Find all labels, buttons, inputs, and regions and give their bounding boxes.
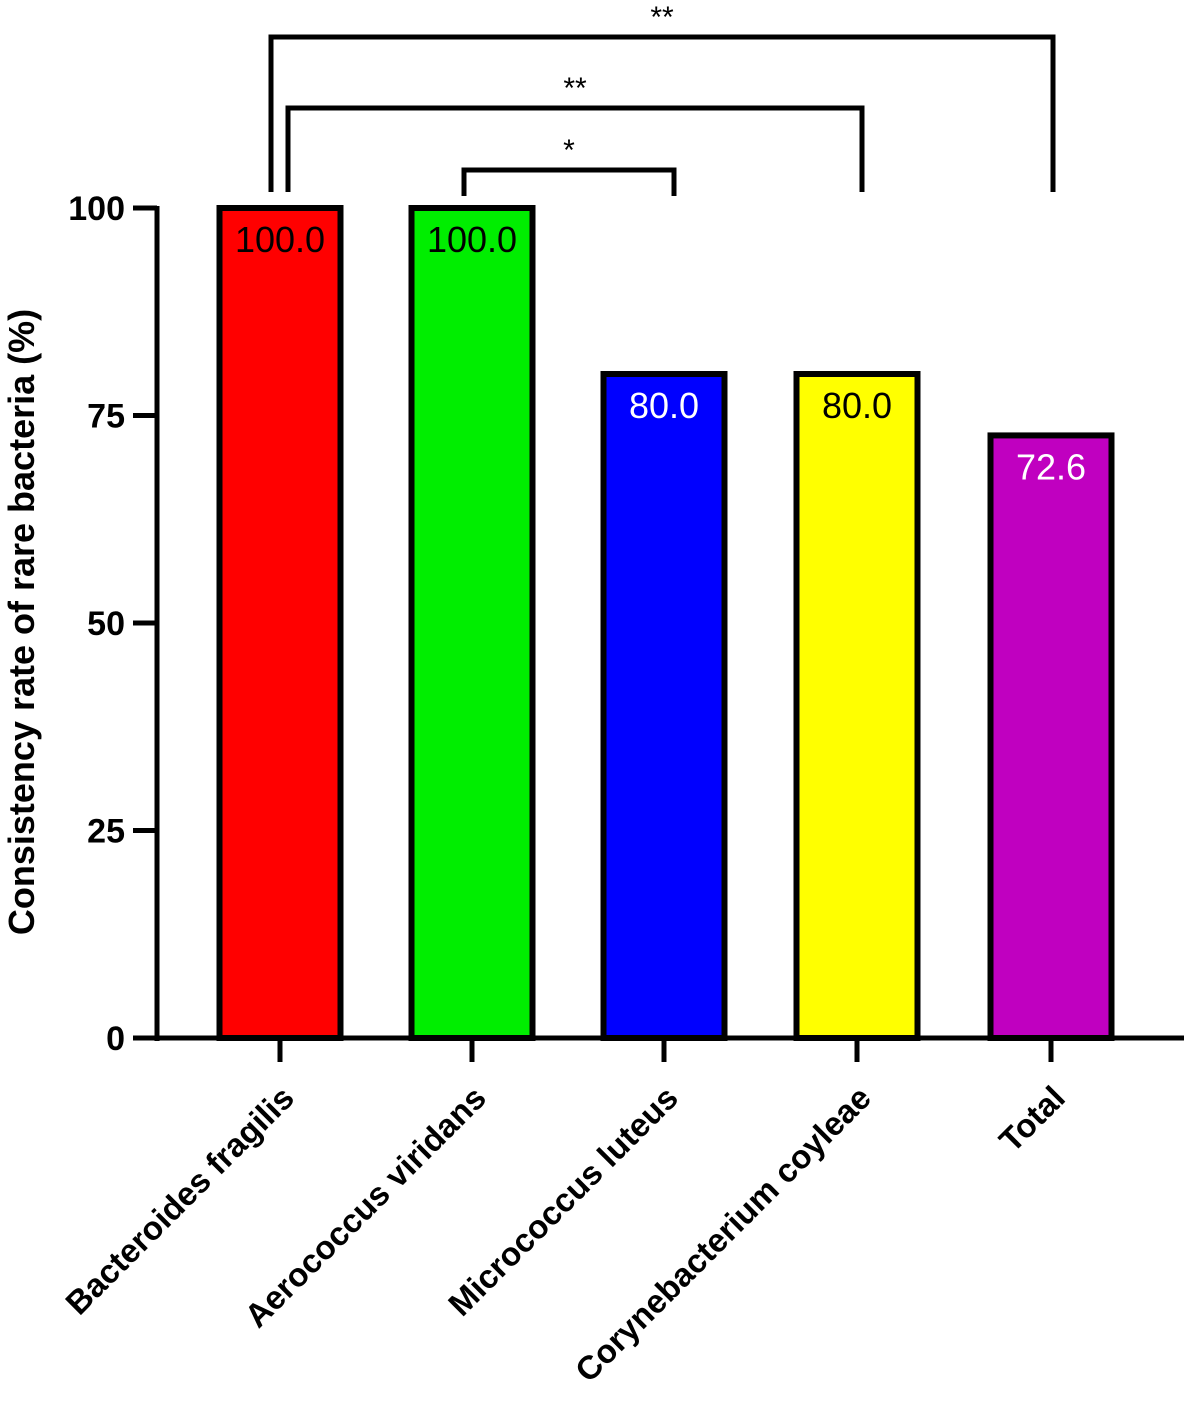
significance-brackets: ***** xyxy=(268,1,1056,196)
bar xyxy=(216,205,344,1041)
bar-value-label: 80.0 xyxy=(822,385,892,426)
bar-value-label: 100.0 xyxy=(235,219,325,260)
significance-bracket xyxy=(268,34,1056,192)
bar-value-label: 80.0 xyxy=(629,385,699,426)
x-tick-label: Total xyxy=(992,1079,1072,1159)
significance-marker: ** xyxy=(563,72,587,105)
bar xyxy=(793,371,921,1041)
significance-bracket xyxy=(461,167,677,196)
significance-marker: ** xyxy=(650,1,674,34)
y-tick-label: 100 xyxy=(68,190,125,228)
y-axis-label: Consistency rate of rare bacteria (%) xyxy=(1,309,42,935)
y-tick-label: 0 xyxy=(106,1020,125,1058)
bar-value-label: 72.6 xyxy=(1016,446,1086,487)
y-axis: 0 25 50 75 100 xyxy=(68,190,160,1058)
y-tick-label: 25 xyxy=(87,813,125,851)
y-tick-label: 75 xyxy=(87,398,125,436)
significance-bracket xyxy=(285,105,865,192)
bar xyxy=(987,432,1115,1042)
bar xyxy=(600,371,728,1041)
significance-marker: * xyxy=(563,134,575,167)
y-tick-label: 50 xyxy=(87,605,125,643)
bar-value-label: 100.0 xyxy=(427,219,517,260)
bars: 100.0 100.0 80.0 80.0 72.6 xyxy=(216,205,1115,1042)
bar xyxy=(408,205,536,1041)
